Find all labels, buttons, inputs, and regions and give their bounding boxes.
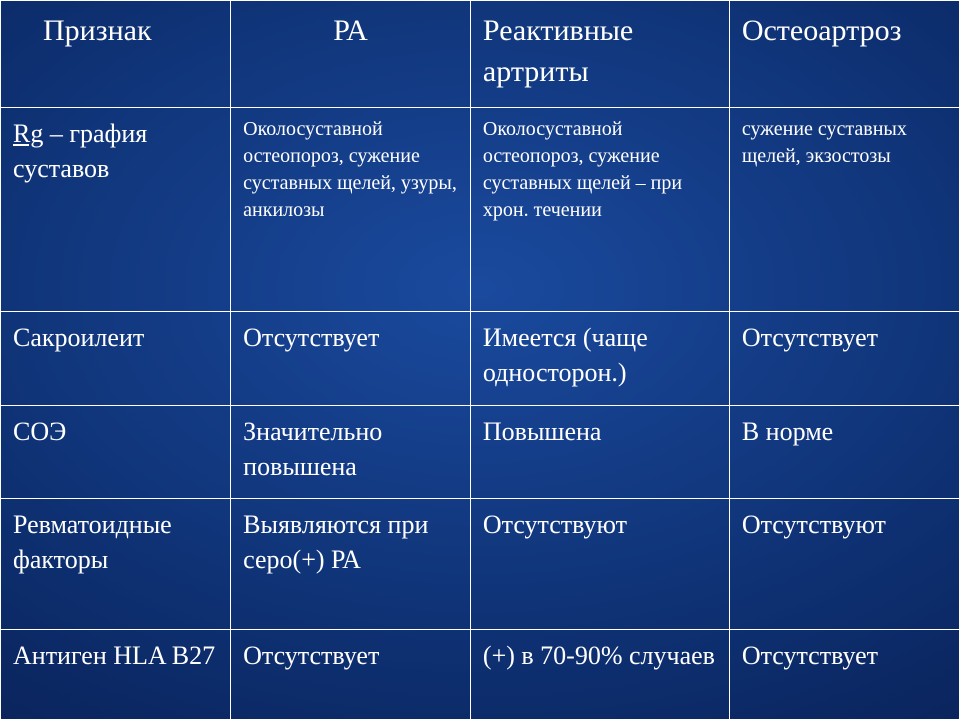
cell: Отсутствуют (729, 499, 959, 630)
cell: (+) в 70-90% случаев (470, 629, 729, 719)
table-row: Сакроилеит Отсутствует Имеется (чаще одн… (1, 312, 960, 406)
col-header-osteo: Остеоартроз (729, 1, 959, 108)
cell: В норме (729, 405, 959, 499)
cell: Повышена (470, 405, 729, 499)
comparison-table: Признак РА Реактивные артриты Остеоартро… (0, 0, 960, 720)
row-label: Ревматоидные факторы (1, 499, 231, 630)
cell: Отсутствует (729, 312, 959, 406)
cell: Значительно повышена (231, 405, 471, 499)
cell: Имеется (чаще односторон.) (470, 312, 729, 406)
row-label: Сакроилеит (1, 312, 231, 406)
row-label: СОЭ (1, 405, 231, 499)
cell: Выявляются при серо(+) РА (231, 499, 471, 630)
col-header-reactive: Реактивные артриты (470, 1, 729, 108)
slide: Признак РА Реактивные артриты Остеоартро… (0, 0, 960, 720)
cell: Отсутствует (231, 629, 471, 719)
cell: Отсутствует (231, 312, 471, 406)
cell: сужение суставных щелей, экзостозы (729, 108, 959, 312)
col-header-feature: Признак (1, 1, 231, 108)
row-label: Антиген HLA B27 (1, 629, 231, 719)
col-header-ra: РА (231, 1, 471, 108)
table-row: Rg – графия суставов Околосуставной осте… (1, 108, 960, 312)
cell: Околосуставной остеопороз, сужение суста… (231, 108, 471, 312)
table-row: СОЭ Значительно повышена Повышена В норм… (1, 405, 960, 499)
cell: Околосуставной остеопороз, сужение суста… (470, 108, 729, 312)
cell: Отсутствует (729, 629, 959, 719)
table-row: Антиген HLA B27 Отсутствует (+) в 70-90%… (1, 629, 960, 719)
table-row: Ревматоидные факторы Выявляются при серо… (1, 499, 960, 630)
row-label: Rg – графия суставов (1, 108, 231, 312)
table-header-row: Признак РА Реактивные артриты Остеоартро… (1, 1, 960, 108)
cell: Отсутствуют (470, 499, 729, 630)
